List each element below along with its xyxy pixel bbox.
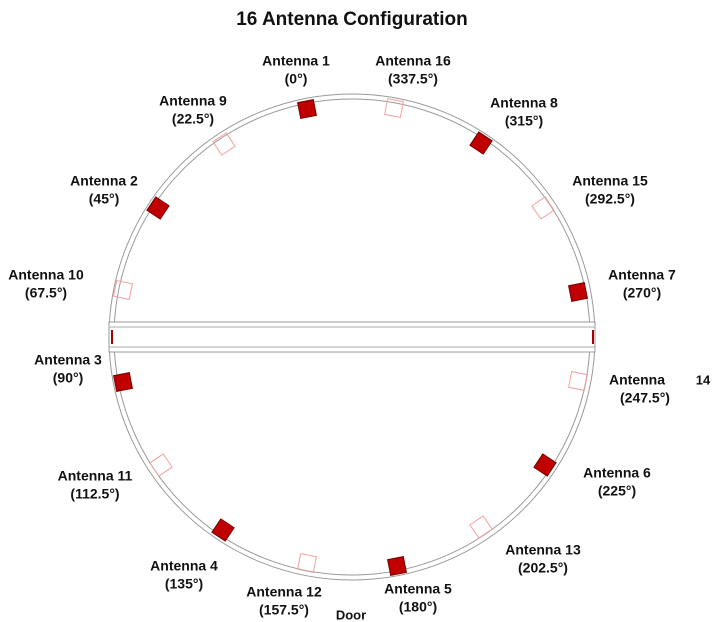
antenna-angle: (225°) (598, 483, 636, 499)
antenna-number: 14 (696, 372, 711, 387)
antenna-angle: (180°) (399, 599, 437, 615)
title: 16 Antenna Configuration (236, 9, 468, 30)
antenna-angle: (315°) (505, 113, 543, 129)
antenna-name: Antenna 5 (384, 581, 452, 597)
antenna-name: Antenna 11 (58, 468, 133, 484)
antenna-angle: (135°) (165, 576, 203, 592)
antenna (211, 518, 235, 542)
antenna-name: Antenna 7 (608, 267, 676, 283)
antenna-outline (212, 132, 236, 156)
antenna-name: Antenna 16 (375, 53, 451, 69)
antenna-outline (149, 453, 173, 477)
antenna-angle: (0°) (285, 71, 308, 87)
antenna-name: Antenna 12 (246, 584, 322, 600)
antenna-outline (469, 515, 493, 539)
antenna-name: Antenna 8 (490, 95, 558, 111)
antenna-angle: (247.5°) (620, 390, 670, 406)
antenna-name: Antenna 1 (262, 53, 330, 69)
antenna (568, 282, 588, 302)
antenna-outline (297, 553, 317, 573)
antenna-angle: (202.5°) (518, 560, 568, 576)
antenna-angle: (22.5°) (172, 111, 214, 127)
antenna-angle: (67.5°) (25, 285, 67, 301)
antenna (297, 99, 317, 119)
antenna-outline (384, 98, 404, 118)
antenna-name: Antenna 4 (150, 558, 218, 574)
antenna-angle: (90°) (53, 370, 84, 386)
antenna-name: Antenna (609, 372, 665, 388)
antenna-name: Antenna 9 (159, 93, 227, 109)
antenna (387, 556, 407, 576)
antenna-name: Antenna 13 (505, 542, 581, 558)
antenna-name: Antenna 6 (583, 465, 651, 481)
antenna-angle: (45°) (89, 191, 120, 207)
door-label: Door (336, 607, 366, 622)
antenna-name: Antenna 2 (70, 173, 138, 189)
antenna (146, 196, 170, 220)
antenna-outline (112, 279, 134, 301)
antenna (469, 131, 493, 155)
antenna-angle: (157.5°) (259, 602, 309, 618)
antenna-outline (531, 196, 555, 220)
antenna-outline (568, 371, 588, 391)
antenna-name: Antenna 3 (34, 352, 102, 368)
antenna-angle: (337.5°) (388, 71, 438, 87)
antenna-angle: (292.5°) (585, 191, 635, 207)
antenna-angle: (112.5°) (70, 486, 119, 502)
antenna-name: Antenna 15 (572, 173, 648, 189)
antenna (113, 372, 133, 392)
antenna (533, 453, 557, 477)
antenna-name: Antenna 10 (8, 267, 84, 283)
antenna-angle: (270°) (623, 285, 661, 301)
